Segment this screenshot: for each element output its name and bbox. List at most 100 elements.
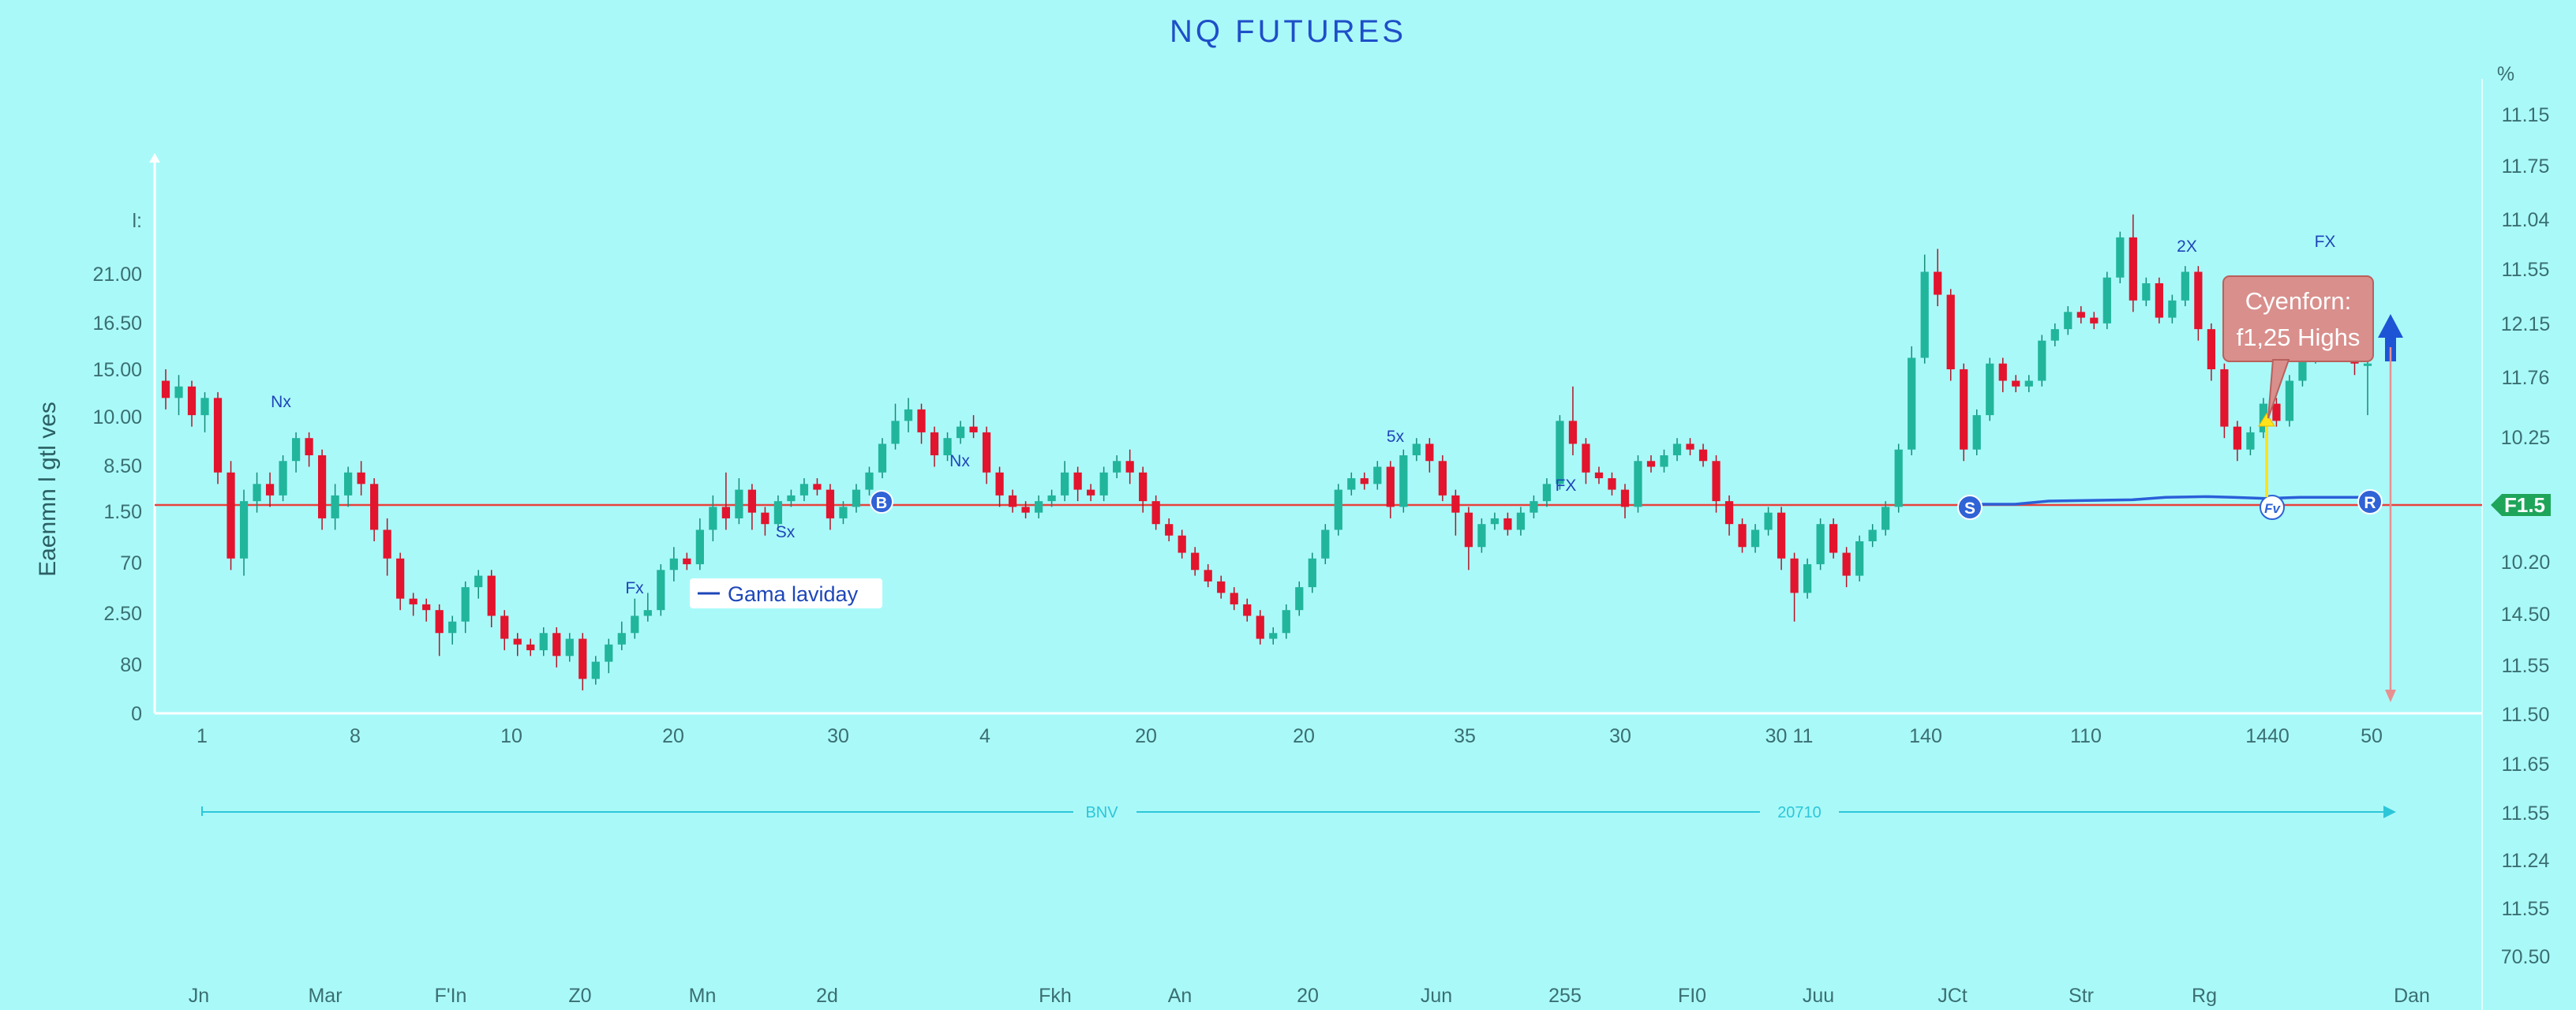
marker-fv-text: Fv <box>2264 501 2281 516</box>
candle <box>1908 346 1916 455</box>
marker-s: S <box>1957 495 1983 520</box>
candle <box>357 461 365 496</box>
candle-body <box>422 604 431 611</box>
candle-body <box>1516 512 1526 530</box>
candle <box>291 432 301 473</box>
candle-body <box>1960 369 1968 450</box>
right-tick-label: 11.15 <box>2502 104 2550 126</box>
candle-body <box>2064 312 2072 330</box>
x-tick-label: 35 <box>1454 725 1476 747</box>
candle <box>683 552 691 570</box>
candle-body <box>435 610 444 634</box>
candle-body <box>2116 237 2125 278</box>
marker-fv: Fv <box>2260 495 2285 520</box>
candle <box>1113 455 1121 479</box>
candle <box>930 426 939 467</box>
up-arrow-icon <box>2378 314 2403 361</box>
left-tick-label: 16.50 <box>92 312 142 335</box>
candle-body <box>200 398 209 416</box>
annotation-label: Nx <box>271 393 291 411</box>
candle-body <box>357 472 365 484</box>
candle-body <box>565 638 574 656</box>
candle <box>878 438 887 479</box>
month-tick-label: 20 <box>1297 985 1319 1007</box>
candle <box>1998 357 2007 393</box>
candle-body <box>526 644 535 651</box>
right-tick-label: 11.76 <box>2502 367 2550 389</box>
marker-b-text: B <box>876 495 887 512</box>
marker-r: R <box>2357 489 2383 514</box>
candle-body <box>1308 558 1316 588</box>
month-tick-label: Mar <box>308 985 342 1007</box>
x-tick-label: 20 <box>1293 725 1315 747</box>
candle <box>1894 443 1903 513</box>
x-tick-label: 4 <box>979 725 990 747</box>
marker-r-text: R <box>2364 494 2376 512</box>
candle-body <box>1464 512 1473 548</box>
right-tick-label: 11.24 <box>2502 850 2550 872</box>
annotation-label: FX <box>1556 477 1577 495</box>
candle-body <box>1060 472 1069 496</box>
candle <box>500 610 509 651</box>
candle-body <box>2050 329 2059 341</box>
candle <box>279 455 287 502</box>
candle <box>370 478 379 541</box>
candle-body <box>474 575 483 588</box>
candle-body <box>943 438 952 455</box>
candle <box>578 633 587 690</box>
candle-body <box>578 638 587 679</box>
callout-line-1: Cyenforn: <box>2245 287 2351 315</box>
candle-body <box>552 633 561 656</box>
candle <box>1698 443 1708 467</box>
candle-body <box>2024 380 2033 387</box>
candle <box>1295 581 1304 616</box>
candle-body <box>1295 587 1304 611</box>
candle-body <box>1816 524 1825 565</box>
candle <box>1047 489 1056 507</box>
candle <box>1243 598 1252 622</box>
candle <box>1008 489 1017 513</box>
candle <box>747 484 757 530</box>
candle <box>2090 312 2099 330</box>
candle-body <box>265 484 275 496</box>
candle <box>2220 363 2229 439</box>
price-badge-text: F1.5 <box>2504 493 2545 517</box>
candle-body <box>2012 380 2020 387</box>
range-bar: BNV 20710 <box>201 804 2396 821</box>
right-tick-label: 11.50 <box>2502 704 2550 726</box>
right-tick-label: 70.50 <box>2501 946 2551 968</box>
candle-body <box>2220 369 2229 427</box>
candle-body <box>1113 461 1121 473</box>
candle-body <box>1855 541 1864 576</box>
candle-body <box>709 507 717 530</box>
candle <box>1060 461 1069 502</box>
candle-body <box>1269 633 1278 639</box>
candle-body <box>904 409 913 421</box>
candle <box>1230 587 1238 611</box>
candle <box>227 461 235 570</box>
candle <box>982 426 991 484</box>
candle-body <box>1386 466 1395 507</box>
candle-body <box>813 484 822 490</box>
month-tick-label: Juu <box>1803 985 1834 1007</box>
candle-body <box>174 386 183 398</box>
candle-body <box>1972 415 1981 450</box>
legend: Gama laviday <box>690 578 882 608</box>
candle <box>2233 421 2242 462</box>
candle <box>1777 507 1786 570</box>
left-tick-label: 10.00 <box>92 406 142 428</box>
candle-body <box>878 443 887 473</box>
candle <box>1073 466 1082 502</box>
left-tick-label: 1.50 <box>103 501 142 523</box>
candle-body <box>1282 610 1290 634</box>
candle-body <box>799 484 809 496</box>
candle <box>631 598 639 639</box>
candle <box>1217 575 1226 599</box>
candle <box>1178 529 1186 559</box>
candle-body <box>1217 581 1226 593</box>
candle <box>1516 507 1526 536</box>
candle-body <box>1738 524 1747 548</box>
candle-body <box>1634 461 1642 507</box>
month-tick-label: An <box>1168 985 1193 1007</box>
